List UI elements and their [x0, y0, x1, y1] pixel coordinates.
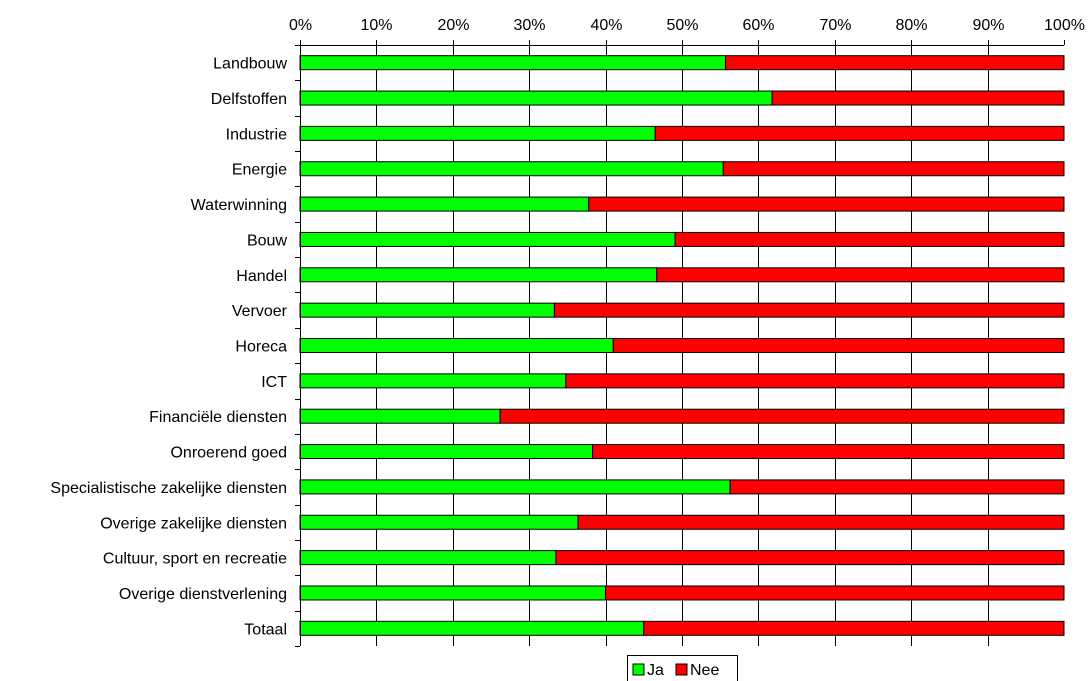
bar-nee — [612, 338, 1065, 353]
x-tick-label: 20% — [437, 17, 469, 34]
bar-nee — [725, 55, 1065, 71]
x-tick-labels: 0% 10% 20% 30% 40% 50% 60% 70% 80% 90% 100% — [289, 17, 1085, 34]
category-label: Horeca — [235, 339, 287, 356]
category-label: Handel — [236, 268, 287, 285]
bar-nee — [592, 444, 1065, 460]
bar-ja — [299, 90, 773, 106]
bar-ja — [299, 373, 567, 389]
bar-nee — [771, 90, 1065, 106]
axes — [295, 40, 1065, 647]
bar-ja — [299, 620, 645, 636]
x-tick-label: 60% — [742, 17, 774, 34]
bar-nee — [674, 231, 1065, 247]
legend-swatch-nee — [675, 663, 688, 676]
x-tick-label: 50% — [666, 17, 698, 34]
bar-nee — [553, 302, 1065, 318]
legend-label-ja: Ja — [647, 662, 664, 679]
x-tick-label: 90% — [972, 17, 1004, 34]
bar-ja — [299, 302, 555, 318]
bar-ja — [299, 125, 656, 141]
bar-ja — [299, 196, 590, 212]
category-label: ICT — [261, 374, 287, 391]
bar-ja — [299, 408, 501, 424]
bar-ja — [299, 338, 614, 353]
bar-ja — [299, 585, 607, 601]
category-label: Specialistische zakelijke diensten — [50, 480, 287, 497]
bar-nee — [499, 408, 1065, 424]
bar-ja — [299, 231, 676, 247]
legend-swatch-ja — [632, 663, 645, 676]
bar-ja — [299, 444, 594, 460]
x-tick-label: 80% — [895, 17, 927, 34]
x-tick-label: 10% — [360, 17, 392, 34]
bar-ja — [299, 267, 658, 283]
bar-nee — [555, 550, 1065, 566]
bar-nee — [643, 620, 1065, 636]
category-label: Overige dienstverlening — [119, 586, 287, 603]
legend-label-nee: Nee — [690, 662, 719, 679]
category-label: Landbouw — [213, 56, 287, 73]
category-label: Bouw — [247, 232, 287, 249]
bar-ja — [299, 550, 557, 566]
bar-nee — [654, 125, 1065, 141]
x-tick-label: 70% — [819, 17, 851, 34]
bar-ja — [299, 479, 731, 495]
x-tick-label: 30% — [513, 17, 545, 34]
x-tick-label: 100% — [1044, 17, 1085, 34]
bar-ja — [299, 55, 727, 71]
bar-nee — [588, 196, 1065, 212]
bar-nee — [565, 373, 1065, 389]
category-label: Financiële diensten — [149, 409, 287, 426]
category-label: Vervoer — [232, 303, 288, 320]
category-label: Energie — [232, 162, 287, 179]
category-label: Cultuur, sport en recreatie — [103, 551, 287, 568]
bar-nee — [577, 514, 1065, 530]
bar-nee — [656, 267, 1065, 283]
category-label: Onroerend goed — [170, 445, 287, 462]
bar-nee — [729, 479, 1065, 495]
category-label: Delfstoffen — [211, 91, 287, 108]
category-label: Waterwinning — [191, 197, 287, 214]
x-tick-label: 40% — [590, 17, 622, 34]
bar-ja — [299, 161, 724, 177]
bar-nee — [722, 161, 1065, 177]
bar-nee — [605, 585, 1065, 601]
category-label: Industrie — [226, 126, 287, 143]
category-label: Overige zakelijke diensten — [100, 515, 287, 532]
category-labels: Landbouw Delfstoffen Industrie Energie Water… — [50, 56, 287, 639]
category-label: Totaal — [244, 621, 287, 638]
bar-ja — [299, 514, 579, 530]
x-tick-label: 0% — [289, 17, 312, 34]
legend: Ja Nee — [627, 655, 738, 681]
